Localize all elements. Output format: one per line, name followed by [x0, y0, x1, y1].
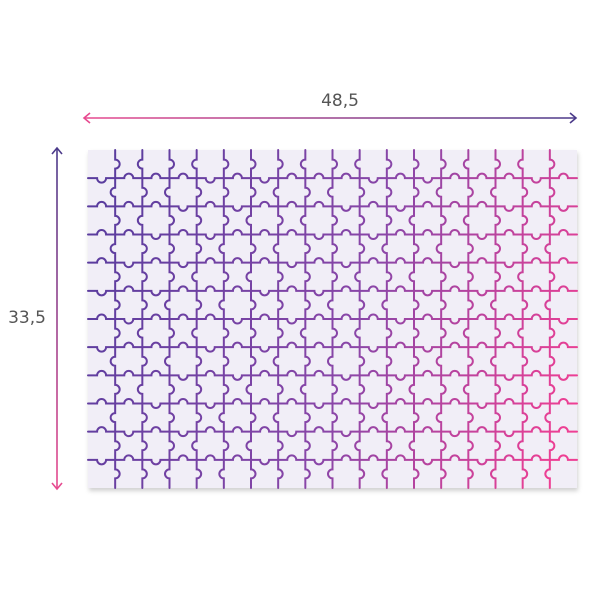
width-label: 48,5 — [321, 91, 359, 111]
cut-line — [87, 341, 578, 353]
cut-line — [87, 200, 578, 212]
cut-line — [164, 149, 175, 489]
height-label: 33,5 — [8, 308, 46, 328]
width-arrow — [82, 112, 578, 124]
cut-line — [381, 149, 393, 489]
cut-line — [462, 149, 474, 489]
cut-line — [408, 149, 420, 489]
cut-line — [245, 149, 257, 489]
cut-line — [87, 285, 578, 297]
cut-line — [136, 149, 148, 489]
height-arrow — [51, 146, 63, 491]
cut-line — [272, 149, 284, 489]
cut-line — [87, 313, 578, 325]
cut-line — [87, 172, 578, 184]
cut-line — [490, 149, 501, 489]
cut-line — [191, 149, 203, 489]
cut-line — [517, 149, 529, 489]
cut-line — [87, 398, 578, 409]
cut-line — [87, 229, 578, 240]
cut-line — [87, 369, 578, 381]
cut-line — [435, 149, 447, 489]
cut-line — [218, 149, 230, 489]
cut-line — [87, 426, 578, 438]
cut-line — [544, 149, 556, 489]
cut-line — [327, 149, 338, 489]
cut-line — [109, 149, 121, 489]
cut-line — [87, 454, 578, 466]
cut-line — [299, 149, 311, 489]
cut-line — [354, 149, 366, 489]
puzzle-cuts — [87, 149, 578, 489]
cut-line — [87, 257, 578, 269]
